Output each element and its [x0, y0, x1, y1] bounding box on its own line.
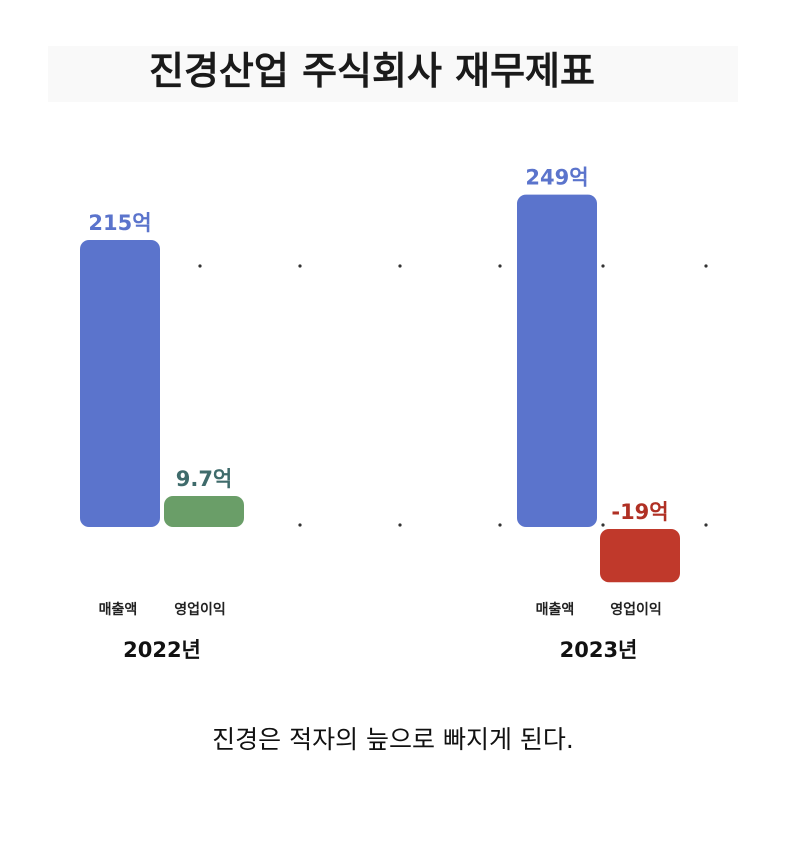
grid-dot-0-1 [298, 264, 302, 268]
grid-dot-1-3 [498, 523, 502, 527]
category-label-2023년-영업이익: 영업이익 [610, 601, 662, 618]
year-labels-group: 2022년 2023년 [123, 638, 637, 662]
grid-dot-0-5 [704, 264, 708, 268]
grid-dot-0-2 [398, 264, 402, 268]
value-labels-group: 215억 9.7억 249억 -19억 [88, 166, 668, 524]
value-label-2022년-영업이익: 9.7억 [176, 467, 233, 491]
title-band [48, 46, 738, 102]
bar-2022년-영업이익 [164, 496, 244, 527]
value-label-2023년-영업이익: -19억 [611, 500, 668, 524]
bars-group [80, 194, 680, 583]
grid-dot-1-4 [601, 523, 605, 527]
year-label-2023년: 2023년 [560, 638, 638, 662]
bar-2023년-영업이익 [600, 529, 680, 583]
year-label-2022년: 2022년 [123, 638, 201, 662]
category-labels-group: 매출액 영업이익 매출액 영업이익 [99, 601, 662, 618]
grid-dots [198, 264, 708, 527]
grid-dot-0-3 [498, 264, 502, 268]
category-label-2023년-매출액: 매출액 [536, 601, 575, 618]
grid-dot-1-2 [398, 523, 402, 527]
bar-2023년-매출액 [517, 194, 597, 527]
category-label-2022년-매출액: 매출액 [99, 601, 138, 618]
value-label-2023년-매출액: 249억 [525, 166, 588, 190]
caption: 진경은 적자의 늪으로 빠지게 된다. [212, 725, 574, 754]
bar-2022년-매출액 [80, 239, 160, 527]
category-label-2022년-영업이익: 영업이익 [174, 601, 226, 618]
chart-title: 진경산업 주식회사 재무제표 [149, 49, 595, 93]
grid-dot-0-4 [601, 264, 605, 268]
value-label-2022년-매출액: 215억 [88, 211, 151, 235]
grid-dot-0-0 [198, 264, 202, 268]
grid-dot-1-1 [298, 523, 302, 527]
grid-dot-1-5 [704, 523, 708, 527]
